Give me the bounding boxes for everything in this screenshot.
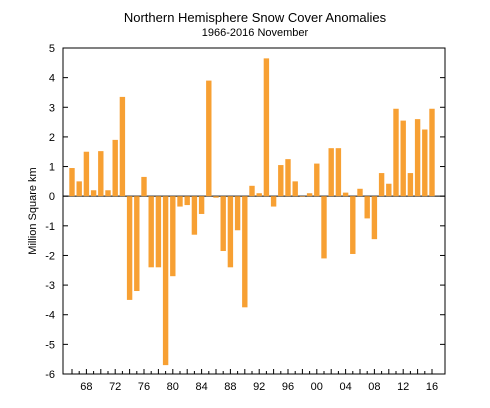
y-tick-label: -6 [45, 369, 55, 381]
y-tick-label: 0 [49, 191, 55, 203]
bars [69, 58, 435, 366]
bar-2012 [400, 120, 406, 197]
bar-1975 [134, 196, 140, 292]
bar-1998 [299, 196, 306, 197]
bar-1985 [206, 80, 212, 197]
bar-1984 [198, 196, 205, 214]
bar-2013 [407, 173, 414, 197]
y-tick-label: -5 [45, 339, 55, 351]
chart-subtitle: 1966-2016 November [202, 27, 309, 39]
bar-1976 [141, 176, 147, 197]
x-tick-label: 12 [397, 381, 409, 393]
bar-2016 [429, 108, 435, 197]
bar-1980 [170, 196, 176, 277]
y-tick-label: 3 [49, 102, 55, 114]
bar-1986 [213, 196, 219, 198]
bar-1974 [126, 196, 133, 300]
y-tick-label: -3 [45, 280, 55, 292]
bar-1970 [98, 151, 104, 197]
x-tick-label: 84 [195, 381, 207, 393]
bar-1999 [306, 193, 313, 197]
bar-1983 [191, 196, 198, 235]
bar-2005 [350, 196, 356, 254]
bar-2008 [371, 196, 378, 240]
y-axis-ticks: -6 -5 -4 -3 -2 -1 0 1 2 3 4 5 [45, 43, 445, 381]
y-axis-label: Million Square km [27, 167, 39, 254]
chart-title: Northern Hemisphere Snow Cover Anomalies [124, 10, 387, 25]
bar-1968 [83, 151, 90, 197]
bar-1967 [76, 181, 82, 197]
bar-1979 [162, 196, 169, 366]
bar-1982 [184, 196, 190, 206]
x-tick-label: 68 [80, 381, 92, 393]
x-tick-label: 76 [138, 381, 150, 393]
bar-1988 [227, 196, 234, 268]
x-tick-label: 92 [253, 381, 265, 393]
y-tick-label: 4 [49, 73, 55, 85]
bar-2003 [335, 148, 342, 197]
bar-1969 [90, 190, 97, 197]
x-tick-label: 08 [368, 381, 380, 393]
x-tick-label: 96 [282, 381, 294, 393]
bar-2001 [321, 196, 327, 259]
x-tick-label: 00 [311, 381, 323, 393]
x-tick-label: 80 [167, 381, 179, 393]
x-tick-label: 72 [109, 381, 121, 393]
bar-1966 [69, 168, 75, 197]
bar-2000 [314, 163, 320, 197]
bar-1972 [112, 139, 118, 197]
bar-2014 [414, 119, 421, 197]
bar-2009 [378, 173, 385, 197]
bar-2010 [386, 183, 392, 197]
x-tick-label: 16 [426, 381, 438, 393]
x-axis-ticks: 68 72 76 80 84 88 92 96 00 04 08 12 16 [71, 369, 438, 393]
bar-1993 [263, 58, 270, 197]
bar-1989 [234, 196, 241, 231]
bar-2002 [328, 148, 334, 197]
bar-1990 [242, 196, 248, 308]
y-tick-label: 2 [49, 132, 55, 144]
y-tick-label: 5 [49, 43, 55, 55]
y-tick-label: -2 [45, 250, 55, 262]
bar-1971 [105, 190, 111, 197]
bar-1995 [278, 165, 284, 197]
x-tick-label: 04 [339, 381, 351, 393]
bar-1996 [285, 159, 291, 197]
bar-2015 [422, 129, 428, 197]
bar-1987 [220, 196, 226, 252]
bar-1981 [177, 196, 183, 207]
bar-1978 [155, 196, 162, 268]
bar-1973 [119, 96, 126, 197]
bar-1992 [256, 193, 262, 197]
bar-2007 [364, 196, 370, 219]
bar-2006 [357, 188, 363, 197]
y-tick-label: -1 [45, 221, 55, 233]
bar-2004 [342, 192, 349, 197]
x-tick-label: 88 [224, 381, 236, 393]
bar-2011 [393, 108, 399, 197]
y-tick-label: -4 [45, 310, 55, 322]
plot-frame [62, 47, 446, 375]
bar-1991 [249, 185, 255, 197]
bar-1997 [292, 181, 298, 197]
y-tick-label: 1 [49, 162, 55, 174]
bar-1977 [148, 196, 154, 268]
bar-1994 [270, 196, 277, 207]
